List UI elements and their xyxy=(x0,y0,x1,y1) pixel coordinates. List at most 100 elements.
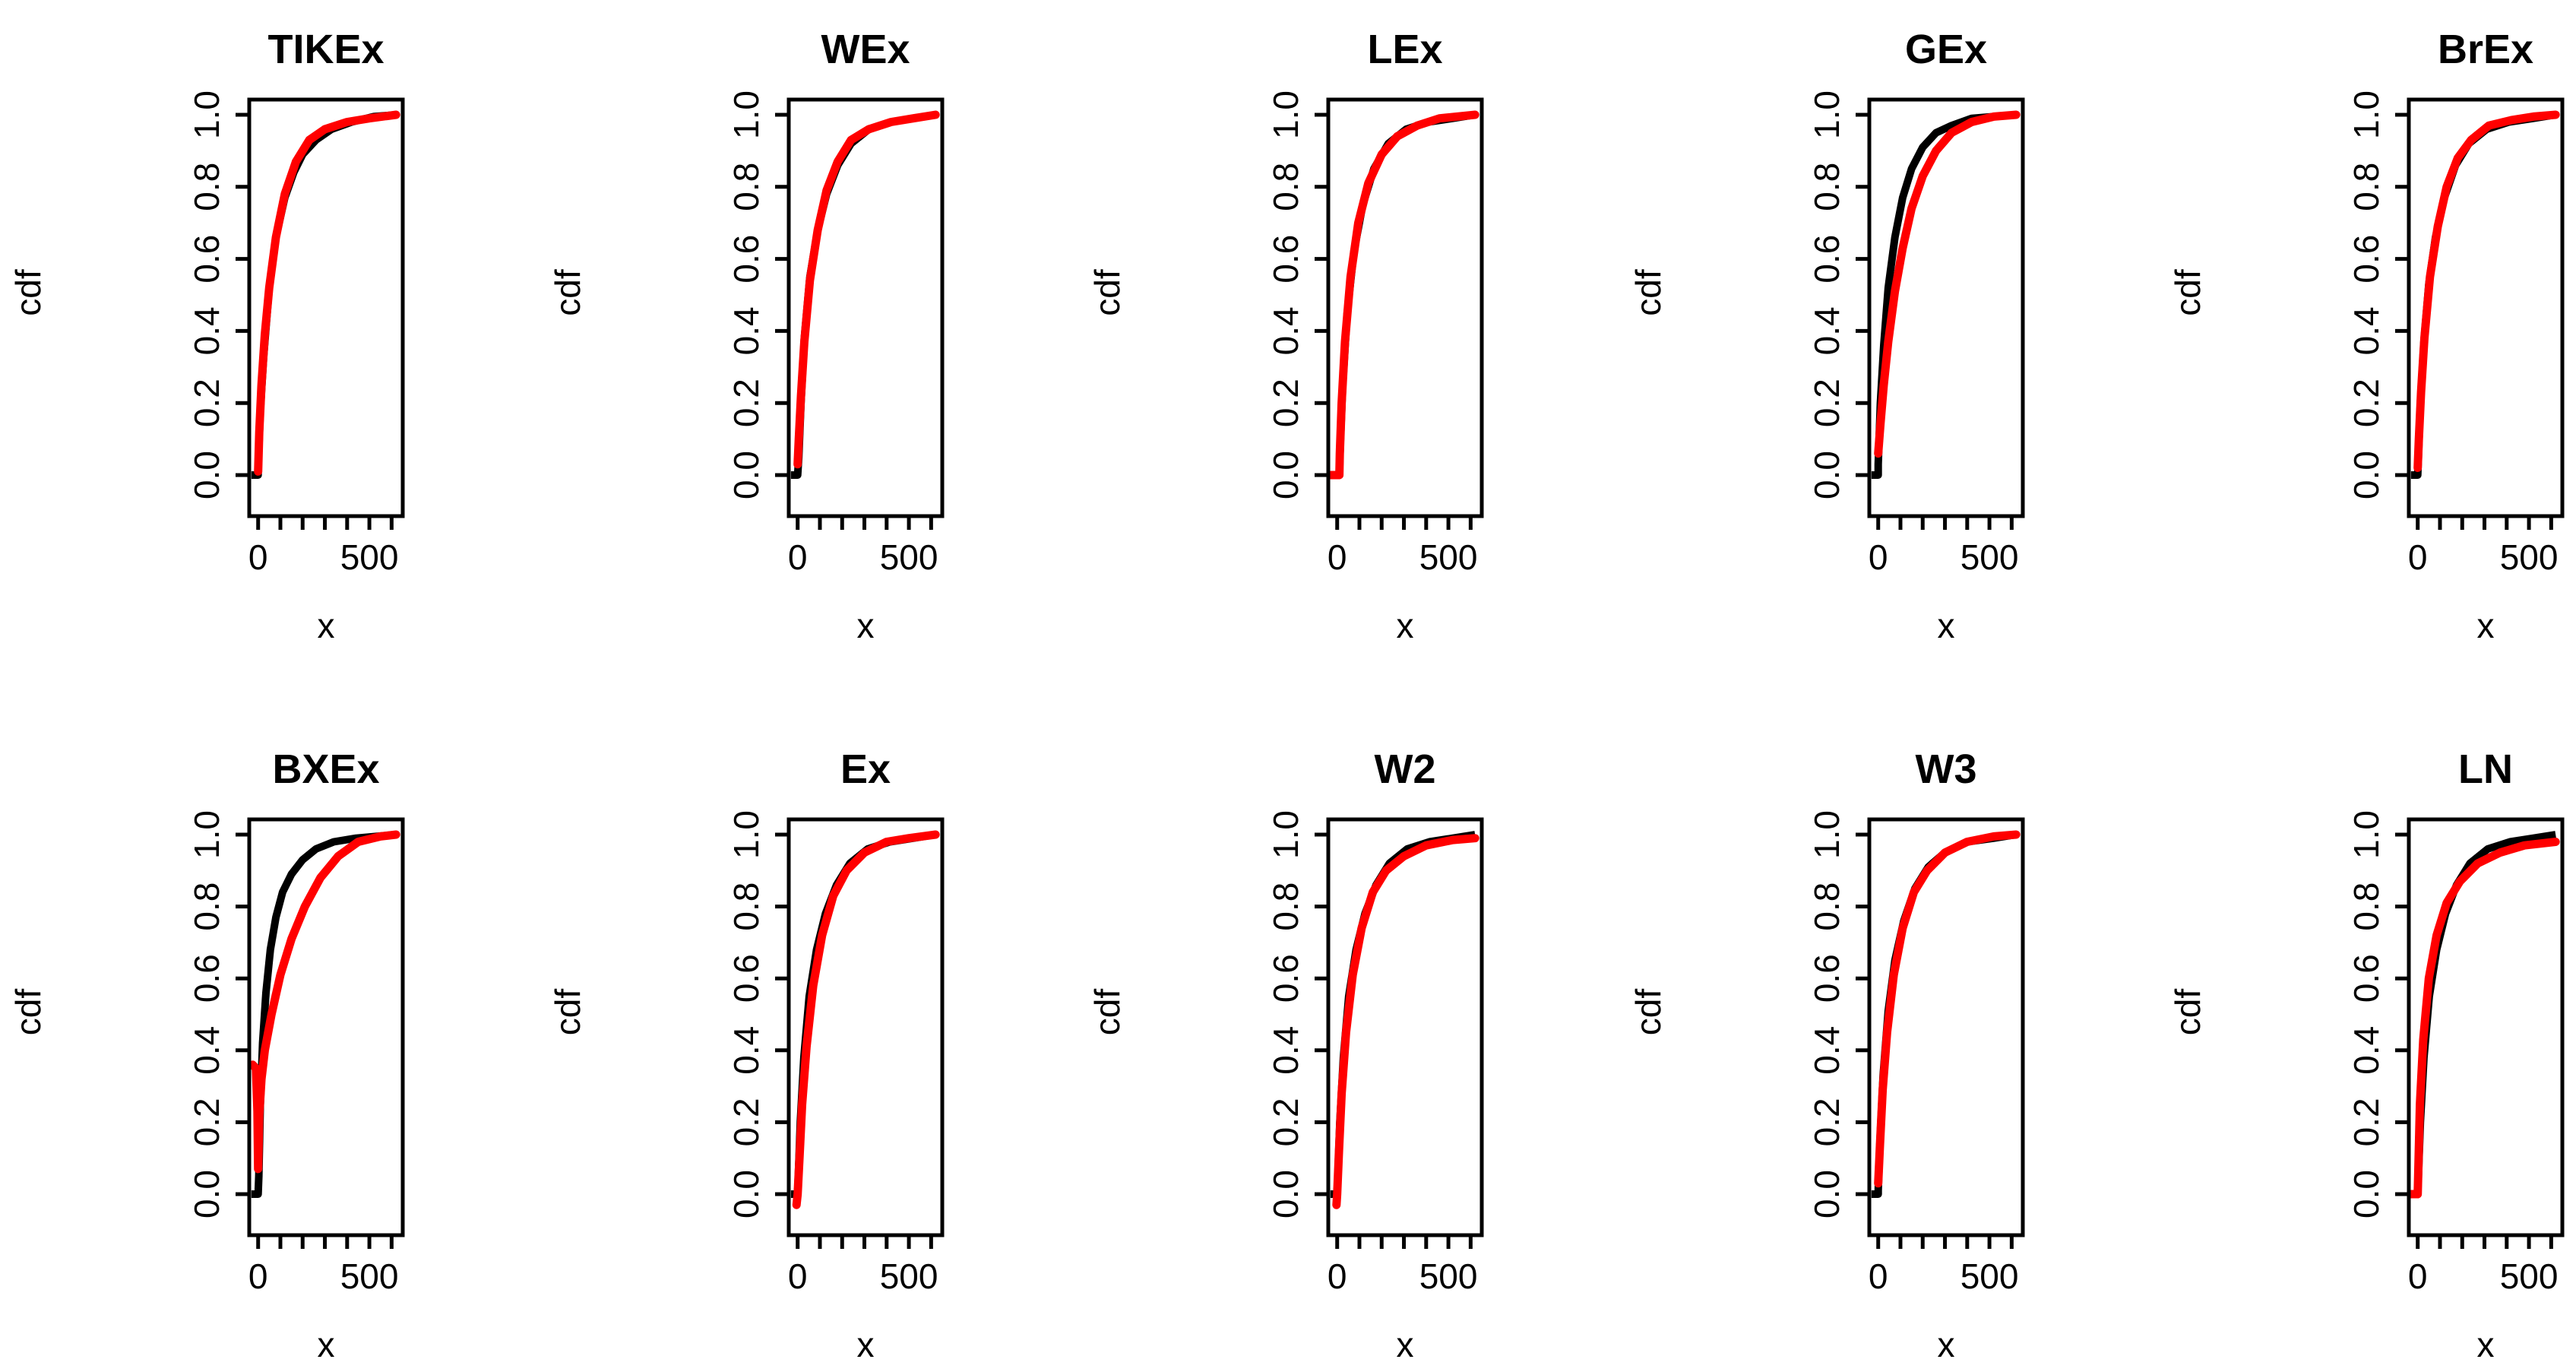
y-tick-label: 0.4 xyxy=(187,306,226,355)
panel-title: GEx xyxy=(1905,27,1987,72)
plot-frame xyxy=(1326,817,1484,1237)
x-axis-label: x xyxy=(857,1325,875,1364)
fitted-cdf-line xyxy=(2409,838,2560,1199)
x-tick-label: 0 xyxy=(1328,1256,1347,1296)
y-tick-label: 1.0 xyxy=(2347,90,2386,139)
y-tick-label: 0.0 xyxy=(726,451,766,499)
y-tick-label: 0.2 xyxy=(726,1098,766,1146)
fitted-cdf-line xyxy=(249,830,400,1174)
y-tick-label: 0.4 xyxy=(187,1026,226,1075)
x-tick-label: 0 xyxy=(248,537,268,577)
plot-frame xyxy=(1867,97,2025,518)
y-tick-label: 1.0 xyxy=(187,90,226,139)
x-axis-label: x xyxy=(1938,606,1955,645)
y-tick-label: 0.4 xyxy=(1807,306,1847,355)
y-tick-label: 0.4 xyxy=(2347,1026,2386,1075)
y-tick-label: 0.6 xyxy=(187,235,226,284)
y-axis-label: cdf xyxy=(548,989,587,1036)
x-tick-label: 0 xyxy=(788,537,808,577)
x-tick-label: 500 xyxy=(1419,537,1478,577)
y-tick-label: 0.2 xyxy=(2347,1098,2386,1146)
y-tick-label: 0.0 xyxy=(2347,1170,2386,1218)
y-tick-label: 0.8 xyxy=(2347,882,2386,931)
panel-title: BXEx xyxy=(272,746,379,792)
fitted-cdf-line xyxy=(254,110,400,476)
x-tick-label: 500 xyxy=(1960,1256,2019,1296)
empirical-cdf-line xyxy=(2410,831,2556,1198)
plot-frame xyxy=(786,817,945,1237)
y-tick-label: 0.4 xyxy=(1807,1026,1847,1075)
panel-title: LEx xyxy=(1367,27,1442,72)
y-tick-label: 0.4 xyxy=(726,306,766,355)
empirical-cdf-line xyxy=(2410,111,2556,479)
x-axis-label: x xyxy=(318,606,335,645)
panel-title: LN xyxy=(2458,746,2513,792)
x-axis-label: x xyxy=(2477,1325,2495,1364)
y-tick-label: 0.0 xyxy=(187,1170,226,1218)
fitted-cdf-line xyxy=(1332,834,1479,1209)
y-tick-label: 0.2 xyxy=(2347,379,2386,427)
y-tick-label: 0.4 xyxy=(726,1026,766,1075)
y-tick-label: 0.8 xyxy=(2347,163,2386,211)
y-tick-label: 0.4 xyxy=(1266,306,1305,355)
y-tick-label: 0.2 xyxy=(1266,379,1305,427)
y-tick-label: 1.0 xyxy=(1266,810,1305,859)
y-tick-label: 0.6 xyxy=(2347,954,2386,1003)
y-tick-label: 1.0 xyxy=(2347,810,2386,859)
y-tick-label: 1.0 xyxy=(1807,90,1847,139)
x-tick-label: 0 xyxy=(248,1256,268,1296)
y-axis-label: cdf xyxy=(8,989,48,1036)
y-tick-label: 0.2 xyxy=(1807,379,1847,427)
y-tick-label: 0.6 xyxy=(1807,235,1847,284)
x-tick-label: 0 xyxy=(788,1256,808,1296)
empirical-cdf-line xyxy=(251,111,397,479)
x-tick-label: 500 xyxy=(2500,537,2559,577)
y-tick-label: 0.2 xyxy=(187,1098,226,1146)
y-tick-label: 0.8 xyxy=(726,163,766,211)
x-tick-label: 0 xyxy=(1869,1256,1888,1296)
plot-frame xyxy=(247,97,405,518)
plot-frame xyxy=(1326,97,1484,518)
y-tick-label: 0.2 xyxy=(1266,1098,1305,1146)
y-axis-label: cdf xyxy=(2168,989,2207,1036)
panel-title: BrEx xyxy=(2438,27,2533,72)
y-tick-label: 0.6 xyxy=(726,954,766,1003)
y-tick-label: 0.8 xyxy=(1266,163,1305,211)
y-tick-label: 0.0 xyxy=(187,451,226,499)
y-tick-label: 0.8 xyxy=(1266,882,1305,931)
plot-frame xyxy=(1867,817,2025,1237)
y-tick-label: 1.0 xyxy=(1266,90,1305,139)
x-tick-label: 500 xyxy=(880,1256,938,1296)
fitted-cdf-line xyxy=(793,110,940,469)
y-tick-label: 0.4 xyxy=(1266,1026,1305,1075)
y-axis-label: cdf xyxy=(8,269,48,316)
x-tick-label: 500 xyxy=(340,537,399,577)
y-tick-label: 0.0 xyxy=(1266,451,1305,499)
x-tick-label: 500 xyxy=(1419,1256,1478,1296)
y-tick-label: 0.4 xyxy=(2347,306,2386,355)
y-axis-label: cdf xyxy=(1628,989,1668,1036)
y-tick-label: 0.2 xyxy=(187,379,226,427)
y-tick-label: 1.0 xyxy=(1807,810,1847,859)
x-tick-label: 0 xyxy=(2408,1256,2428,1296)
y-tick-label: 0.8 xyxy=(187,163,226,211)
x-axis-label: x xyxy=(857,606,875,645)
fitted-cdf-line xyxy=(1328,110,1479,480)
x-axis-label: x xyxy=(1397,606,1414,645)
x-tick-label: 500 xyxy=(2500,1256,2559,1296)
panel-title: Ex xyxy=(840,746,891,792)
y-tick-label: 0.8 xyxy=(1807,882,1847,931)
plot-frame xyxy=(2407,817,2565,1237)
fitted-cdf-line xyxy=(1874,830,2021,1188)
panel-title: W2 xyxy=(1375,746,1436,792)
y-tick-label: 0.6 xyxy=(1807,954,1847,1003)
y-tick-label: 0.8 xyxy=(1807,163,1847,211)
y-tick-label: 1.0 xyxy=(187,810,226,859)
y-tick-label: 1.0 xyxy=(726,90,766,139)
x-axis-label: x xyxy=(2477,606,2495,645)
